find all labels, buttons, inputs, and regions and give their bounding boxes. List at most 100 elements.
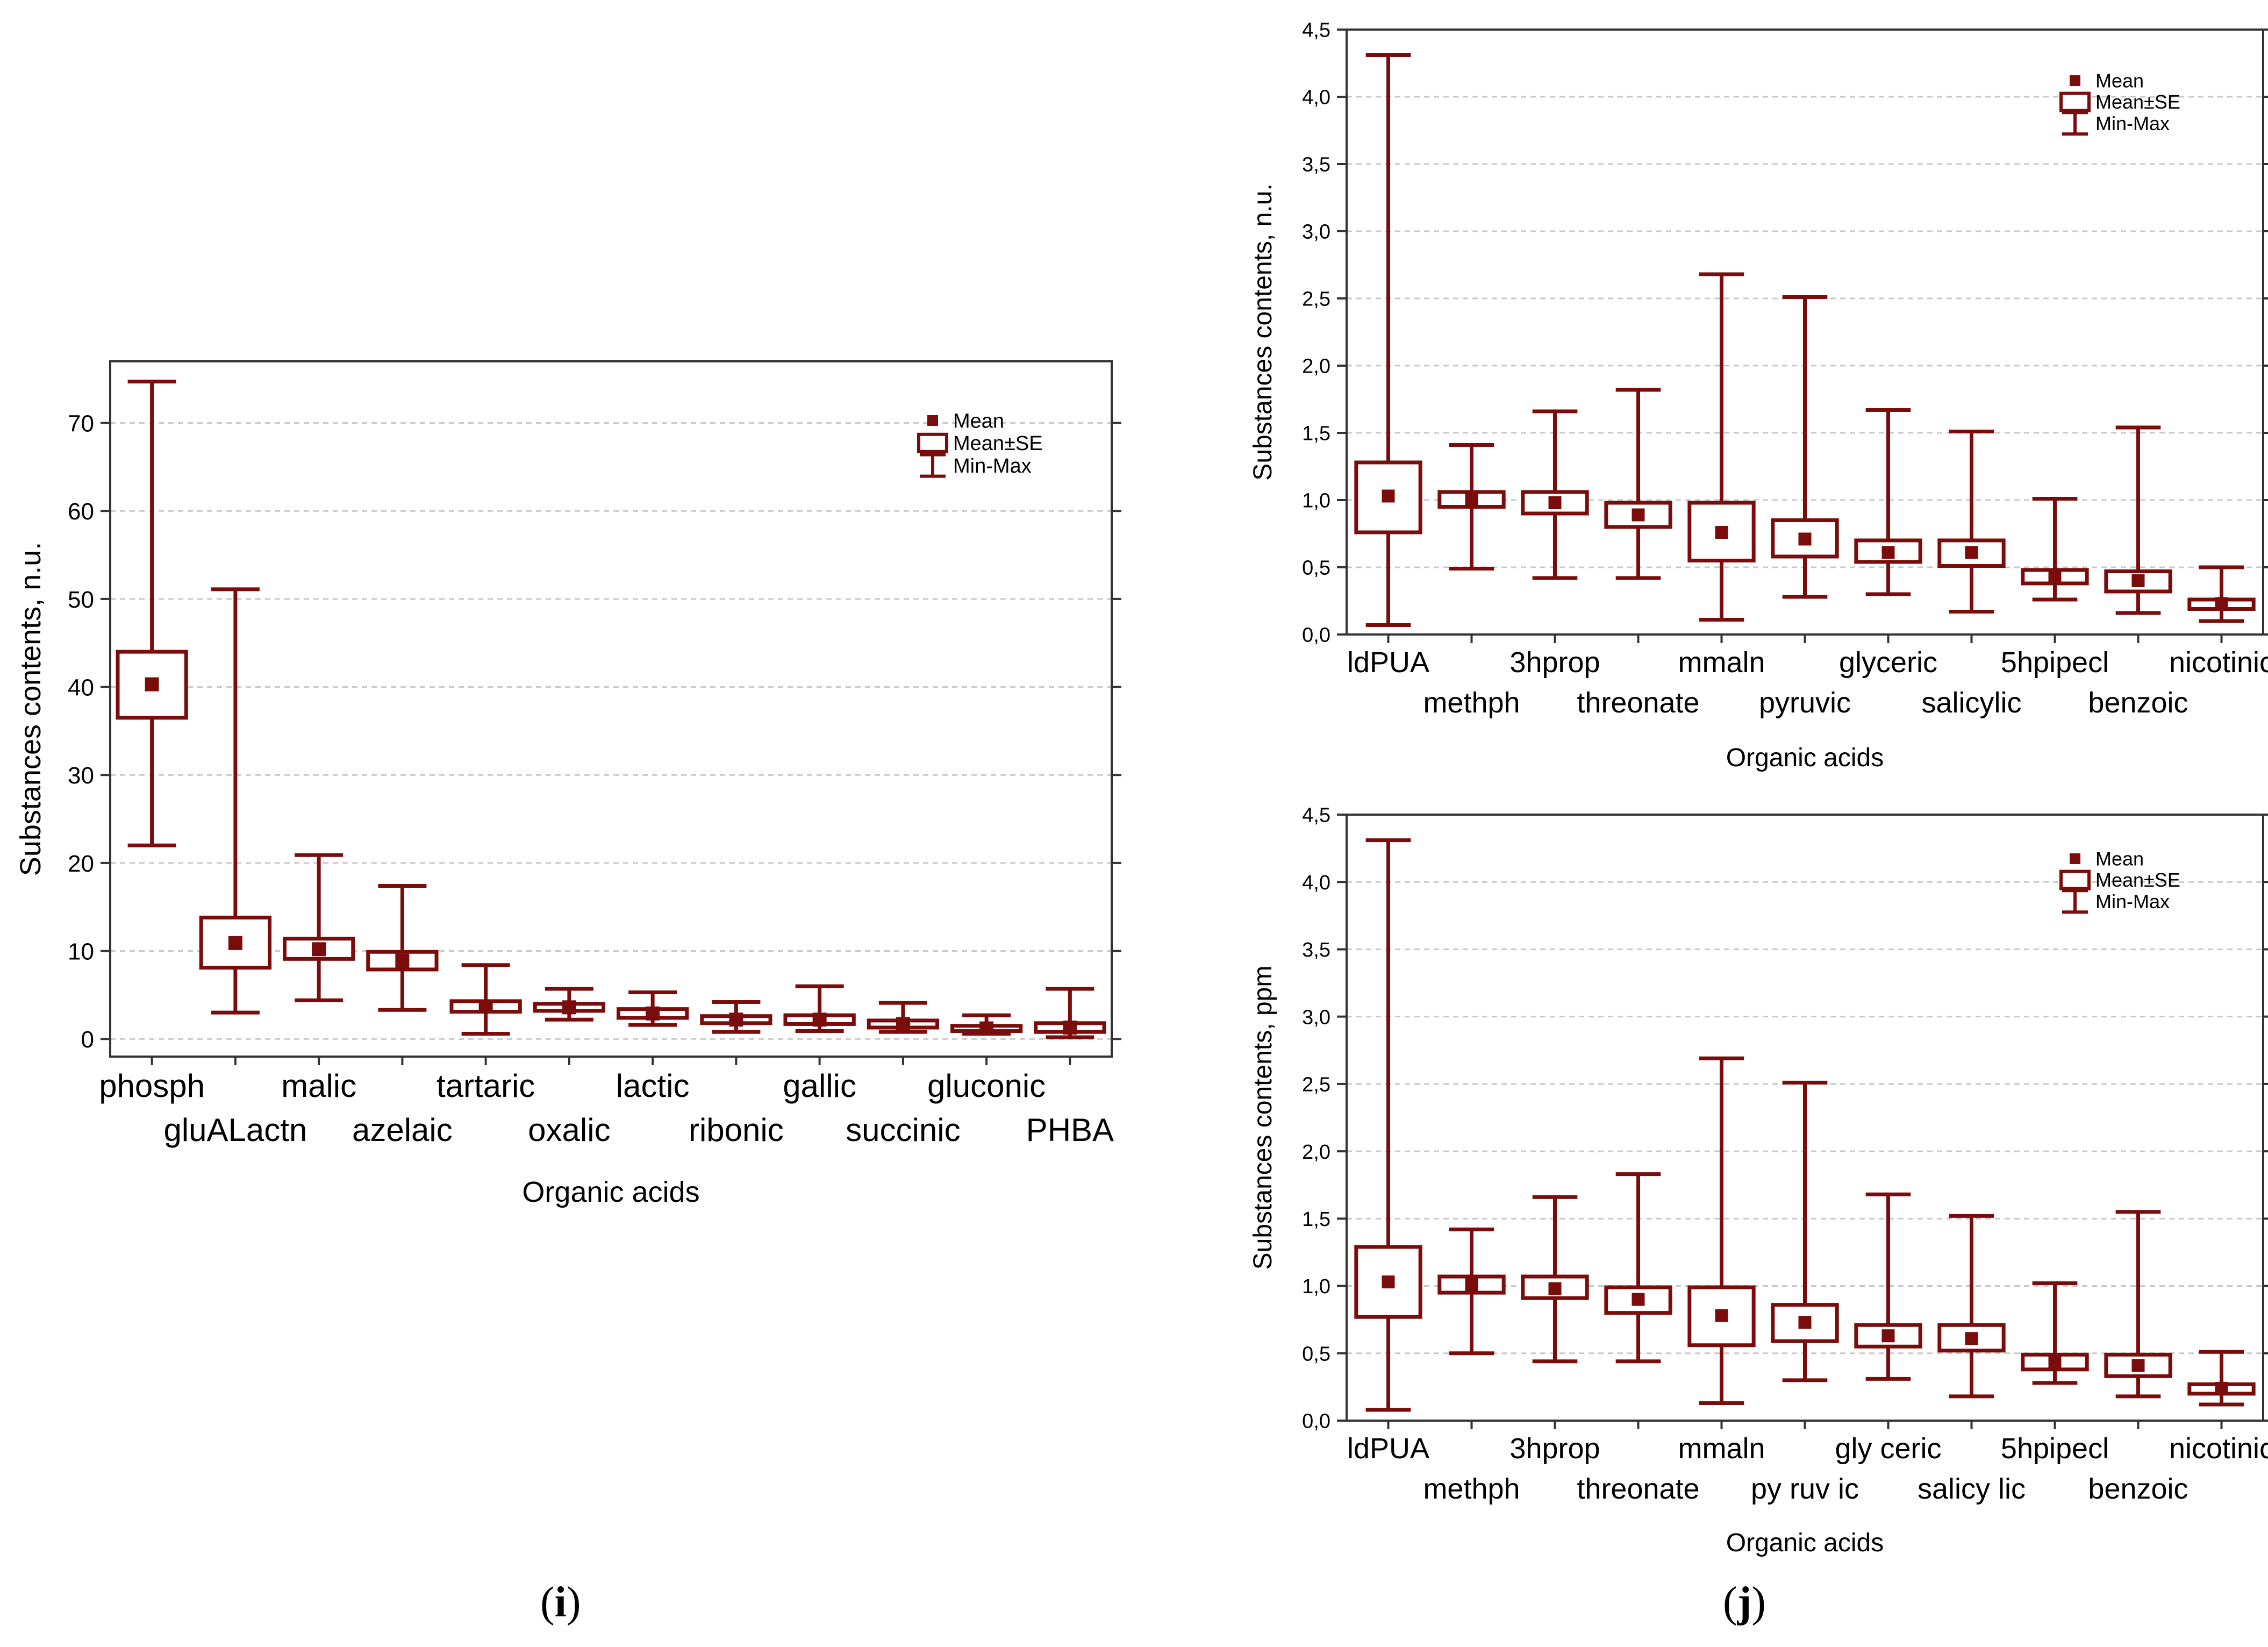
mean-marker bbox=[2131, 574, 2145, 587]
x-tick-label: azelaic bbox=[352, 1112, 453, 1148]
x-tick-label: ribonic bbox=[689, 1112, 784, 1148]
mean-marker bbox=[1382, 1275, 1395, 1289]
x-tick-label: malic bbox=[281, 1068, 356, 1104]
y-tick-label: 1,0 bbox=[1302, 1275, 1330, 1298]
y-tick-label: 4,0 bbox=[1302, 87, 1330, 109]
mean-marker bbox=[1715, 1309, 1728, 1322]
y-axis-title: Substances contents, ppm bbox=[1249, 966, 1277, 1270]
y-tick-label: 0,0 bbox=[1302, 624, 1330, 647]
y-tick-label: 50 bbox=[68, 587, 94, 613]
x-tick-label: benzoic bbox=[2088, 687, 2188, 719]
mean-marker bbox=[2215, 1381, 2228, 1395]
x-tick-label: benzoic bbox=[2088, 1473, 2188, 1505]
x-tick-label: salicylic bbox=[1921, 687, 2021, 719]
mean-marker bbox=[562, 1000, 576, 1015]
x-tick-label: gallic bbox=[783, 1068, 856, 1104]
x-tick-label: glyceric bbox=[1839, 646, 1937, 679]
x-tick-label: ldPUA bbox=[1347, 1432, 1429, 1465]
legend-se-swatch bbox=[2059, 869, 2091, 890]
x-axis-title: Organic acids bbox=[1726, 744, 1884, 772]
mean-marker bbox=[1965, 546, 1978, 559]
chart-panel-j-bottom: 0,0 0,5 1,0 1,5 2,0 2,5 3,0 3,5 4,0 4,5 ldPUA methp… bbox=[1249, 804, 2268, 1557]
caption-i-letter: i bbox=[554, 1579, 567, 1626]
x-tick-label: 5hpipecl bbox=[2001, 646, 2109, 679]
y-tick-label: 2,0 bbox=[1302, 355, 1330, 378]
legend-mean-label: Mean bbox=[2095, 70, 2144, 92]
x-tick-label: threonate bbox=[1577, 687, 1699, 719]
y-tick-label: 3,0 bbox=[1302, 221, 1330, 244]
x-tick-label: succinic bbox=[846, 1112, 960, 1148]
mean-marker bbox=[812, 1013, 827, 1027]
mean-marker bbox=[395, 953, 410, 968]
x-tick-label: nicotinic bbox=[2169, 1432, 2268, 1465]
legend-mean-swatch bbox=[2070, 75, 2080, 86]
x-tick-label: ldPUA bbox=[1347, 646, 1429, 679]
mean-marker bbox=[729, 1013, 743, 1027]
x-tick-label: phosph bbox=[99, 1068, 205, 1104]
y-axis-title: Substances contents, n.u. bbox=[15, 542, 47, 876]
y-tick-label: 20 bbox=[68, 851, 94, 877]
mean-marker bbox=[1881, 546, 1895, 559]
x-tick-label: mmaln bbox=[1678, 646, 1765, 679]
y-tick-label: 2,5 bbox=[1302, 1074, 1330, 1096]
x-tick-label: gluconic bbox=[927, 1068, 1046, 1104]
y-tick-label: 4,5 bbox=[1302, 804, 1330, 827]
mean-marker bbox=[1632, 508, 1645, 522]
se-box bbox=[1687, 501, 1756, 562]
mean-marker bbox=[1965, 1332, 1978, 1345]
caption-i-close: ) bbox=[566, 1579, 581, 1626]
mean-marker bbox=[2048, 570, 2062, 583]
x-tick-label: lactic bbox=[616, 1068, 690, 1104]
se-box bbox=[1604, 501, 1672, 529]
y-tick-label: 3,5 bbox=[1302, 939, 1330, 961]
mean-marker bbox=[2131, 1359, 2145, 1372]
legend-mean-label: Mean bbox=[2095, 848, 2144, 870]
caption-j-letter: j bbox=[1737, 1579, 1752, 1626]
y-tick-label: 10 bbox=[68, 938, 94, 965]
y-tick-label: 1,5 bbox=[1302, 1208, 1330, 1231]
mean-marker bbox=[1548, 1282, 1562, 1295]
x-tick-label: pyruvic bbox=[1759, 687, 1851, 719]
y-tick-label: 0,5 bbox=[1302, 557, 1330, 580]
y-tick-label: 3,0 bbox=[1302, 1006, 1330, 1029]
x-tick-label: 3hprop bbox=[1509, 646, 1600, 679]
mean-marker bbox=[1548, 496, 1562, 509]
x-tick-label: methph bbox=[1423, 1473, 1520, 1505]
mean-marker bbox=[1632, 1293, 1645, 1306]
caption-i: (i) bbox=[540, 1578, 581, 1627]
chart-panel-i: 0 10 20 30 40 50 60 70 phosph gluALactn malic azela… bbox=[15, 360, 1121, 1208]
mean-marker bbox=[1465, 492, 1478, 505]
legend-se-swatch bbox=[917, 432, 948, 453]
mean-marker bbox=[1798, 1316, 1812, 1329]
legend-se-label: Mean±SE bbox=[953, 432, 1043, 455]
x-tick-label: tartaric bbox=[437, 1068, 535, 1104]
caption-j-open: ( bbox=[1723, 1579, 1737, 1626]
mean-marker bbox=[145, 677, 159, 691]
legend-minmax-label: Min-Max bbox=[953, 455, 1032, 477]
x-tick-label: 5hpipecl bbox=[2001, 1432, 2109, 1465]
x-tick-label: methph bbox=[1423, 687, 1520, 719]
mean-marker bbox=[979, 1021, 994, 1036]
mean-marker bbox=[1063, 1020, 1077, 1035]
mean-marker bbox=[896, 1017, 910, 1031]
x-tick-label: gluALactn bbox=[163, 1112, 307, 1148]
mean-marker bbox=[1715, 526, 1728, 539]
mean-marker bbox=[646, 1006, 660, 1021]
y-tick-label: 0,0 bbox=[1302, 1410, 1330, 1433]
x-axis-title: Organic acids bbox=[522, 1176, 699, 1208]
x-tick-label: 3hprop bbox=[1509, 1432, 1600, 1465]
x-tick-label: mmaln bbox=[1678, 1432, 1765, 1465]
y-tick-label: 40 bbox=[68, 674, 94, 701]
y-tick-label: 2,0 bbox=[1302, 1141, 1330, 1164]
y-tick-label: 0 bbox=[81, 1026, 94, 1053]
legend-minmax-label: Min-Max bbox=[2095, 112, 2170, 134]
y-axis-title: Substances contents, n.u. bbox=[1249, 183, 1277, 480]
mean-marker bbox=[312, 942, 326, 957]
y-tick-label: 4,5 bbox=[1302, 19, 1330, 42]
mean-marker bbox=[2048, 1354, 2062, 1368]
chart-panel-j-top: 0,0 0,5 1,0 1,5 2,0 2,5 3,0 3,5 4,0 4,5 ldPUA methp… bbox=[1249, 19, 2268, 772]
x-tick-label: PHBA bbox=[1026, 1112, 1114, 1148]
